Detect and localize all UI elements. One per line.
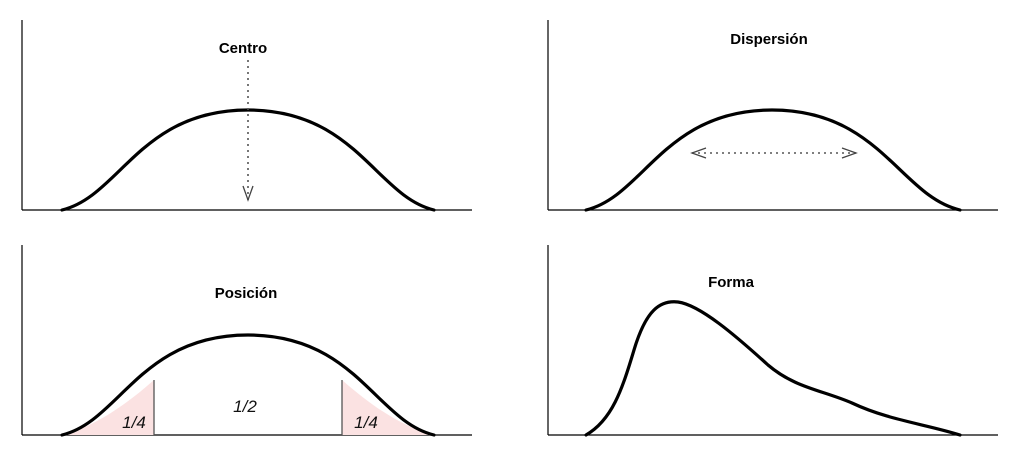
right-tail-shading <box>342 380 434 435</box>
middle-fraction-label: 1/2 <box>233 397 257 416</box>
skewed-curve <box>584 300 962 437</box>
panel-title: Posición <box>215 285 278 302</box>
normal-curve <box>60 108 436 212</box>
left-fraction-label: 1/4 <box>122 413 146 432</box>
right-fraction-label: 1/4 <box>354 413 378 432</box>
panel-title: Centro <box>219 40 267 57</box>
normal-curve <box>60 333 436 437</box>
panel-forma: Forma <box>547 245 998 437</box>
panel-title: Forma <box>708 274 755 291</box>
panel-posicion: Posición 1/4 1/2 1/4 <box>21 245 472 437</box>
left-tail-shading <box>62 380 154 435</box>
panel-title: Dispersión <box>730 31 808 48</box>
center-arrowhead <box>242 185 254 202</box>
panel-dispersion: Dispersión <box>547 20 998 212</box>
panel-centro: Centro <box>21 20 472 212</box>
normal-curve <box>584 108 962 212</box>
spread-arrowhead-left <box>690 147 707 159</box>
spread-arrowhead-right <box>841 147 858 159</box>
